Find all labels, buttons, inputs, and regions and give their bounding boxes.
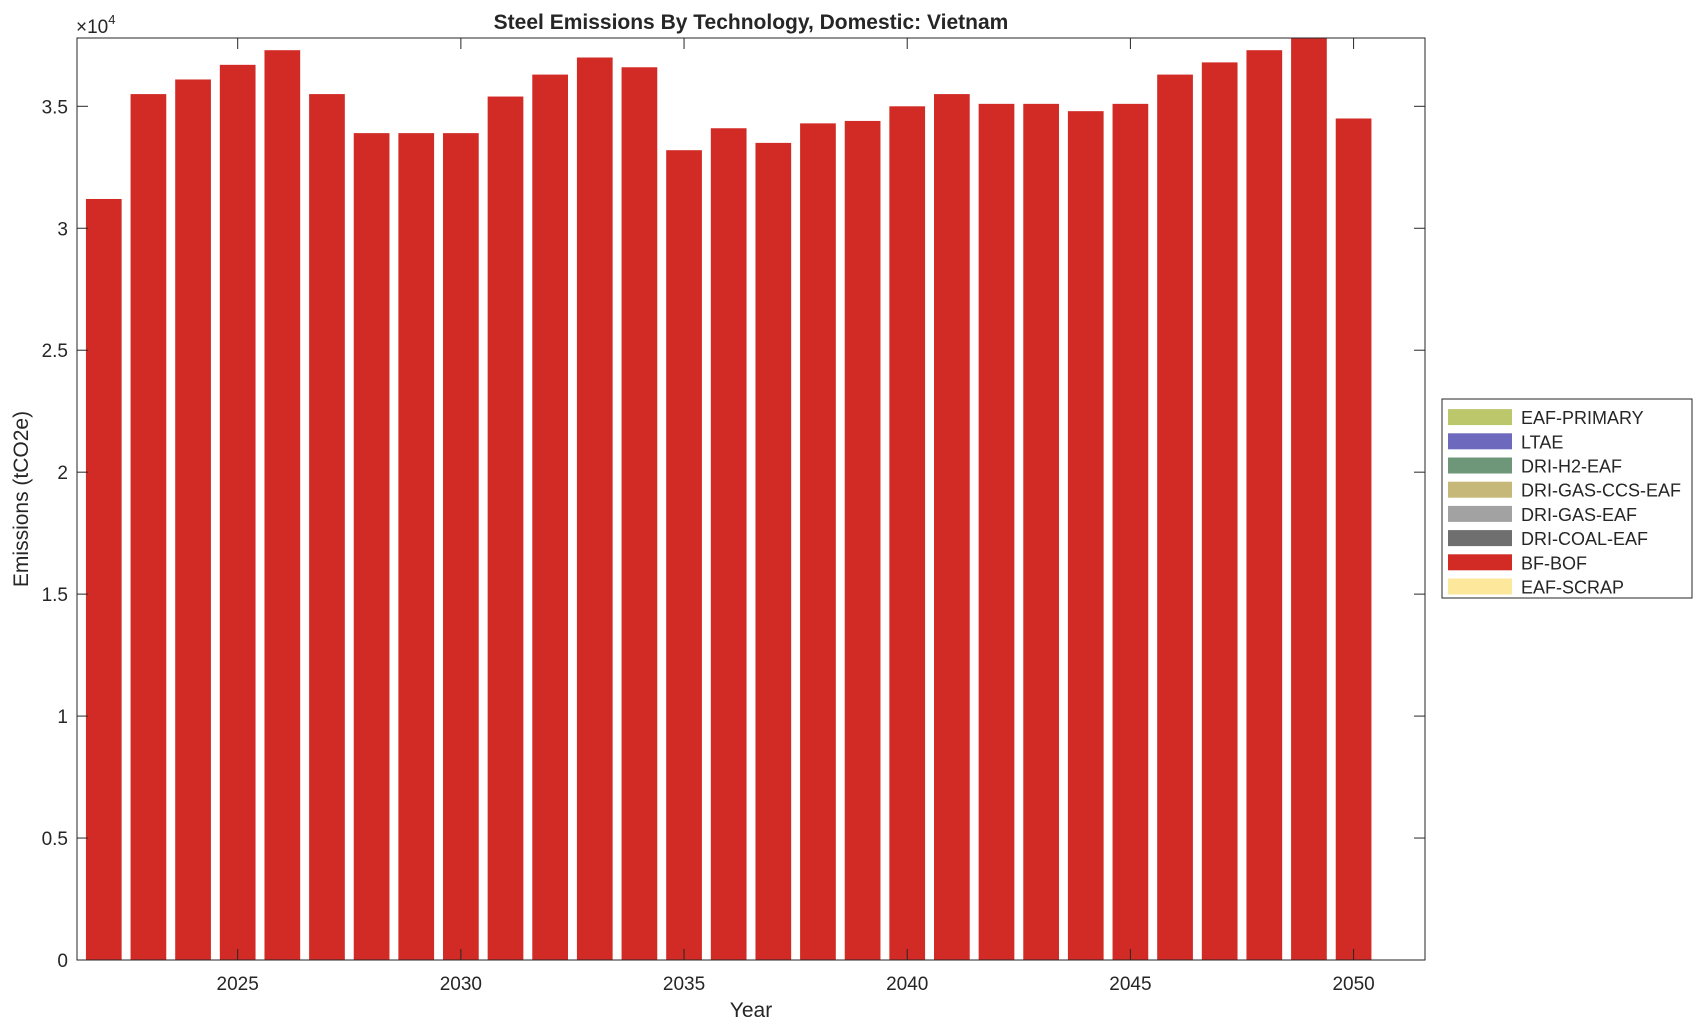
y-tick-label: 3.5 xyxy=(42,97,68,118)
bar-bf-bof-2037 xyxy=(755,142,792,960)
y-axis-label: Emissions (tCO2e) xyxy=(10,411,33,587)
x-tick-label: 2025 xyxy=(217,974,259,995)
y-exponent-power: 4 xyxy=(108,12,115,27)
bar-bf-bof-2038 xyxy=(800,123,836,961)
y-tick-label: 0.5 xyxy=(42,829,68,850)
legend-label-dri-h2-eaf: DRI-H2-EAF xyxy=(1521,457,1622,477)
bar-bf-bof-2046 xyxy=(1157,74,1193,961)
y-tick-label: 2 xyxy=(57,463,68,484)
x-axis-label: Year xyxy=(730,999,772,1022)
y-tick-label: 1 xyxy=(57,707,68,728)
bar-bf-bof-2039 xyxy=(844,120,881,961)
legend-label-dri-gas-eaf: DRI-GAS-EAF xyxy=(1521,505,1637,525)
bar-bf-bof-2048 xyxy=(1246,50,1283,960)
bar-bf-bof-2042 xyxy=(978,103,1015,961)
y-tick-label: 3 xyxy=(57,219,68,240)
bar-bf-bof-2034 xyxy=(621,67,658,960)
bars-layer xyxy=(85,38,1372,961)
bar-bf-bof-2030 xyxy=(443,133,479,960)
bar-bf-bof-2036 xyxy=(710,128,747,960)
legend: EAF-PRIMARY LTAE DRI-H2-EAF DRI-GAS-CCS-EAF… xyxy=(1441,398,1693,599)
legend-label-eaf-scrap: EAF-SCRAP xyxy=(1521,578,1624,598)
y-exponent-base: ×10 xyxy=(76,17,108,38)
ticks-layer: 2025 2030 2035 2040 2045 2050 0 0.5 1 1.5 2 2.5 3 3.5 xyxy=(42,38,1425,995)
legend-label-eaf-primary: EAF-PRIMARY xyxy=(1521,408,1644,428)
bar-bf-bof-2050 xyxy=(1335,118,1372,961)
bar-bf-bof-2041 xyxy=(934,94,970,961)
legend-swatch-dri-h2-eaf xyxy=(1448,457,1512,474)
legend-swatch-eaf-scrap xyxy=(1448,578,1512,595)
legend-swatch-dri-coal-eaf xyxy=(1448,530,1512,547)
y-tick-label: 0 xyxy=(57,951,68,972)
bar-bf-bof-2043 xyxy=(1023,103,1059,961)
bar-bf-bof-2026 xyxy=(264,50,301,960)
bar-bf-bof-2033 xyxy=(576,57,613,960)
legend-label-ltae: LTAE xyxy=(1521,432,1563,452)
legend-swatch-eaf-primary xyxy=(1448,409,1512,426)
y-axis-exponent: ×104 xyxy=(76,12,115,38)
bar-bf-bof-2029 xyxy=(398,133,435,960)
chart-title: Steel Emissions By Technology, Domestic:… xyxy=(494,11,1009,34)
bar-bf-bof-2040 xyxy=(889,106,926,961)
bar-bf-bof-2047 xyxy=(1201,62,1238,960)
bar-bf-bof-2049 xyxy=(1291,38,1327,960)
bar-bf-bof-2025 xyxy=(219,64,256,960)
bar-bf-bof-2024 xyxy=(175,79,211,961)
bar-bf-bof-2022 xyxy=(85,198,122,961)
bar-bf-bof-2028 xyxy=(353,133,390,960)
legend-items: EAF-PRIMARY LTAE DRI-H2-EAF DRI-GAS-CCS-EAF… xyxy=(1448,408,1681,598)
x-tick-label: 2045 xyxy=(1109,974,1151,995)
y-tick-label: 1.5 xyxy=(42,585,68,606)
bar-bf-bof-2027 xyxy=(309,94,345,961)
bar-bf-bof-2035 xyxy=(666,150,702,960)
bar-bf-bof-2032 xyxy=(532,74,568,961)
x-tick-label: 2035 xyxy=(663,974,705,995)
legend-swatch-bf-bof xyxy=(1448,554,1512,571)
x-tick-label: 2040 xyxy=(886,974,928,995)
bar-bf-bof-2044 xyxy=(1067,111,1104,961)
legend-label-dri-gas-ccs-eaf: DRI-GAS-CCS-EAF xyxy=(1521,481,1681,501)
legend-label-dri-coal-eaf: DRI-COAL-EAF xyxy=(1521,529,1648,549)
y-tick-label: 2.5 xyxy=(42,341,68,362)
plot-area-frame xyxy=(76,37,1426,961)
bar-bf-bof-2045 xyxy=(1112,103,1149,961)
bar-bf-bof-2023 xyxy=(130,94,167,961)
legend-swatch-ltae xyxy=(1448,433,1512,450)
legend-swatch-dri-gas-ccs-eaf xyxy=(1448,481,1512,498)
x-tick-label: 2050 xyxy=(1332,974,1374,995)
bar-bf-bof-2031 xyxy=(487,96,524,961)
legend-swatch-dri-gas-eaf xyxy=(1448,505,1512,522)
legend-label-bf-bof: BF-BOF xyxy=(1521,553,1587,573)
x-tick-label: 2030 xyxy=(440,974,482,995)
